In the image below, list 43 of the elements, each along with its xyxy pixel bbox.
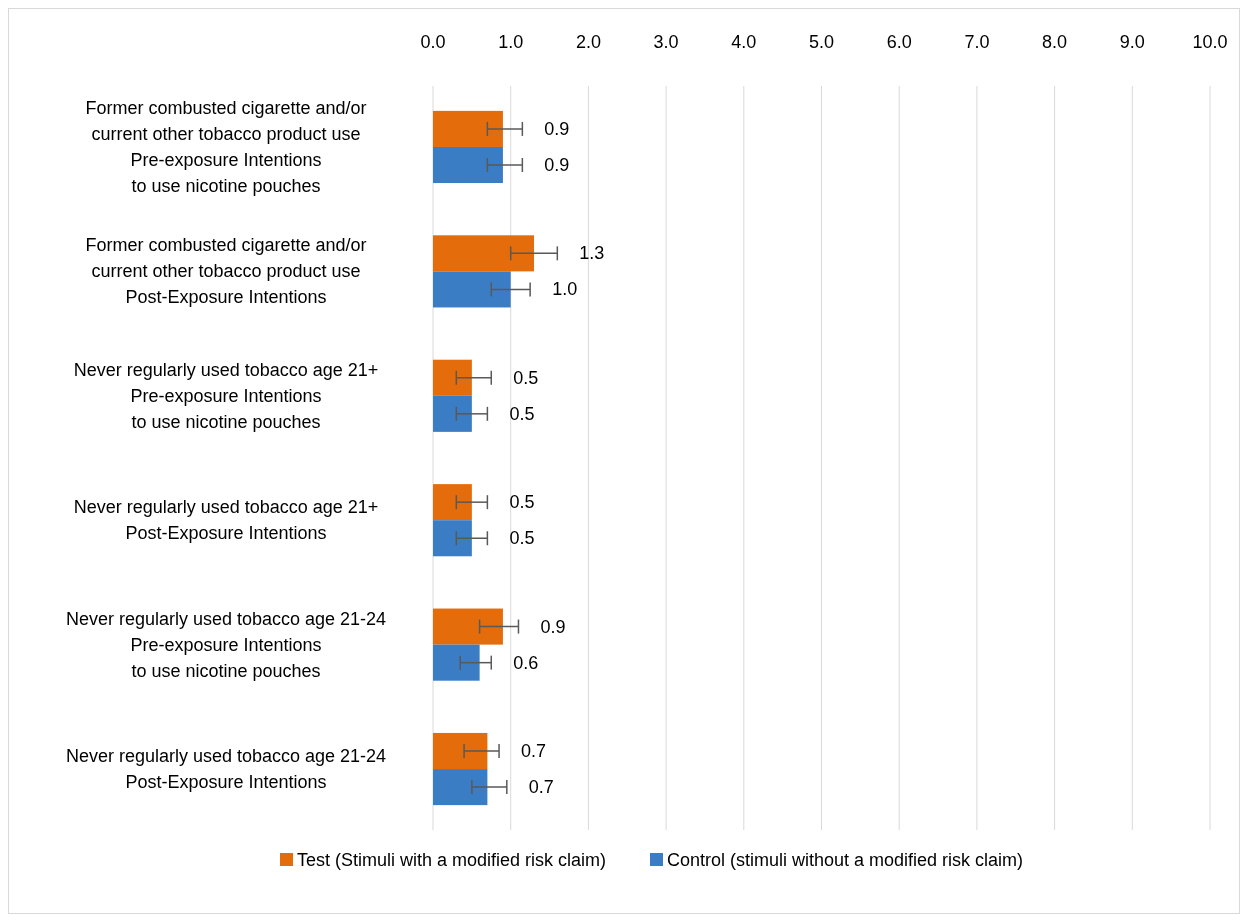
data-label: 0.5 (509, 492, 535, 513)
x-tick-label: 7.0 (964, 32, 990, 52)
legend-label: Test (Stimuli with a modified risk claim) (297, 850, 607, 870)
bar (433, 484, 472, 521)
bar (433, 769, 488, 806)
data-label: 0.9 (544, 155, 570, 175)
y-tick-label: Never regularly used tobacco age 21-24 Post-Exposure Intentions (65, 746, 387, 793)
bar (433, 110, 503, 147)
x-tick-label: 5.0 (808, 32, 835, 52)
bar (433, 395, 472, 432)
data-label: 0.5 (509, 403, 535, 424)
bar (433, 608, 503, 645)
x-tick-label: 4.0 (731, 32, 757, 52)
legend-label: Control (stimuli without a modified risk claim) (667, 850, 1024, 870)
x-tick-label: 0.0 (420, 32, 446, 52)
x-tick-label: 6.0 (886, 32, 912, 52)
y-tick-label: Never regularly used tobacco age 21-24 Pre-exposure Intentions to use nicotine pouches (65, 608, 387, 681)
bar (433, 359, 472, 396)
x-tick-label: 1.0 (498, 32, 524, 52)
data-label: 0.7 (521, 741, 547, 761)
data-label: 0.7 (528, 777, 554, 798)
bar (433, 235, 535, 272)
y-tick-label: Former combusted cigarette and/or current other tobacco product use Post-Exposure Intentions (85, 235, 367, 308)
x-tick-label: 3.0 (653, 32, 679, 52)
bar (433, 271, 511, 308)
x-tick-label: 8.0 (1042, 32, 1068, 52)
data-label: 0.5 (509, 528, 535, 549)
x-tick-label: 2.0 (575, 32, 601, 52)
x-tick-label: 9.0 (1119, 32, 1145, 52)
bar (433, 520, 472, 557)
data-label: 1.3 (579, 243, 605, 264)
y-tick-label: Former combusted cigarette and/or current other tobacco product use Pre-exposure Intentions to use nicotine pouches (85, 97, 367, 196)
bar (433, 644, 480, 681)
y-tick-label: Never regularly used tobacco age 21+ Post-Exposure Intentions (73, 497, 379, 544)
data-label: 0.6 (513, 652, 539, 673)
y-tick-label: Never regularly used tobacco age 21+ Pre-exposure Intentions to use nicotine pouches (73, 359, 379, 432)
data-label: 0.5 (513, 367, 539, 388)
bar (433, 146, 503, 184)
x-tick-label: 10.0 (1192, 32, 1228, 52)
data-label: 1.0 (552, 279, 578, 300)
data-label: 0.9 (544, 118, 570, 139)
data-label: 0.9 (540, 616, 566, 637)
bar (433, 732, 488, 770)
